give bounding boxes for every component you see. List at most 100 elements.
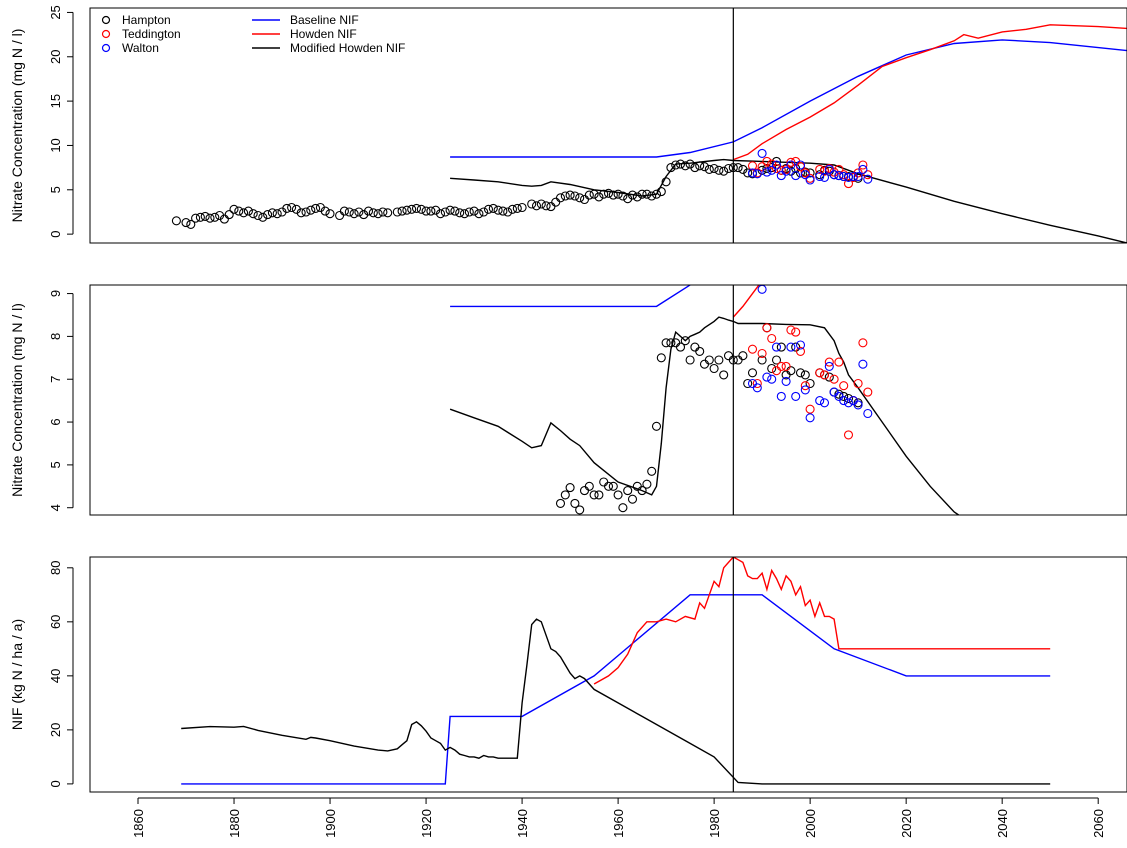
point-hampton — [579, 194, 590, 205]
point-hampton — [795, 368, 806, 378]
point-hampton — [695, 161, 705, 171]
plot-frame — [89, 284, 1127, 516]
series-line-baseline-nif — [450, 39, 1127, 158]
point-teddington — [839, 381, 849, 391]
point-hampton — [392, 207, 402, 217]
point-hampton — [301, 207, 311, 217]
point-teddington — [843, 179, 854, 189]
point-hampton — [666, 163, 676, 173]
point-walton — [843, 398, 854, 408]
point-hampton — [771, 355, 782, 365]
series-line-modified-howden-nif — [449, 316, 960, 515]
point-hampton — [767, 363, 777, 374]
series-line-baseline-nif — [181, 594, 1051, 785]
point-teddington — [781, 361, 791, 371]
point-hampton — [651, 189, 662, 199]
point-hampton — [191, 213, 201, 223]
point-hampton — [695, 346, 705, 356]
y-tick-label: 20 — [48, 50, 63, 64]
point-hampton — [488, 203, 498, 213]
point-hampton — [805, 378, 815, 389]
point-hampton — [287, 202, 297, 213]
point-hampton — [579, 486, 590, 496]
plot-frame — [89, 7, 1127, 244]
point-walton — [839, 396, 849, 406]
point-walton — [771, 342, 782, 352]
point-walton — [771, 160, 782, 170]
point-hampton — [719, 166, 729, 176]
point-teddington — [863, 170, 873, 180]
point-teddington — [829, 374, 839, 384]
x-tick-label: 2020 — [899, 809, 914, 838]
point-walton — [805, 413, 815, 423]
point-hampton — [757, 355, 767, 365]
point-hampton — [723, 351, 734, 361]
point-hampton — [613, 490, 623, 500]
point-hampton — [699, 359, 710, 369]
point-teddington — [771, 163, 782, 174]
point-walton — [839, 171, 849, 182]
point-hampton — [776, 342, 786, 352]
point-hampton — [493, 205, 503, 215]
point-hampton — [536, 199, 546, 209]
legend-label: Walton — [122, 41, 159, 55]
point-teddington — [834, 164, 844, 174]
point-hampton — [498, 206, 508, 216]
point-hampton — [354, 207, 364, 217]
y-tick-label: 15 — [48, 94, 63, 108]
point-hampton — [450, 206, 460, 216]
point-hampton — [397, 206, 407, 216]
point-hampton — [311, 203, 321, 213]
point-walton — [805, 175, 815, 185]
point-hampton — [589, 189, 599, 199]
point-hampton — [791, 342, 801, 352]
x-tick-label: 2040 — [995, 809, 1010, 838]
point-walton — [843, 172, 854, 182]
y-tick-label: 40 — [48, 669, 63, 683]
point-hampton — [383, 208, 393, 218]
point-walton — [752, 169, 762, 179]
point-hampton — [786, 366, 796, 376]
point-hampton — [402, 205, 412, 215]
y-tick-label: 60 — [48, 615, 63, 629]
point-hampton — [229, 204, 239, 214]
point-walton — [776, 391, 786, 401]
point-walton — [795, 160, 806, 170]
point-hampton — [243, 206, 253, 216]
point-walton — [747, 168, 758, 178]
point-walton — [762, 372, 772, 382]
point-hampton — [656, 187, 666, 197]
point-hampton — [733, 355, 743, 365]
point-walton — [819, 398, 830, 408]
point-hampton — [219, 214, 229, 224]
point-teddington — [819, 166, 830, 176]
point-teddington — [800, 381, 810, 391]
point-hampton — [239, 208, 249, 218]
point-teddington — [819, 370, 830, 380]
point-hampton — [483, 204, 494, 214]
point-walton — [776, 171, 786, 181]
point-hampton — [541, 201, 551, 211]
y-tick-label: 6 — [48, 418, 63, 425]
point-hampton — [570, 191, 580, 201]
point-hampton — [378, 207, 388, 217]
point-hampton — [824, 372, 834, 382]
point-hampton — [642, 479, 652, 489]
point-hampton — [637, 486, 647, 496]
point-hampton — [560, 191, 570, 201]
point-hampton — [594, 192, 604, 202]
point-walton — [824, 164, 834, 174]
point-walton — [863, 174, 873, 184]
point-walton — [824, 361, 834, 371]
legend-label: Hampton — [122, 13, 171, 27]
point-hampton — [632, 192, 642, 202]
point-hampton — [325, 209, 335, 219]
series-line-howden-nif — [733, 24, 1127, 161]
point-hampton — [527, 199, 537, 209]
point-hampton — [368, 208, 378, 218]
point-hampton — [560, 490, 570, 500]
point-walton — [858, 164, 868, 174]
point-hampton — [363, 206, 374, 216]
